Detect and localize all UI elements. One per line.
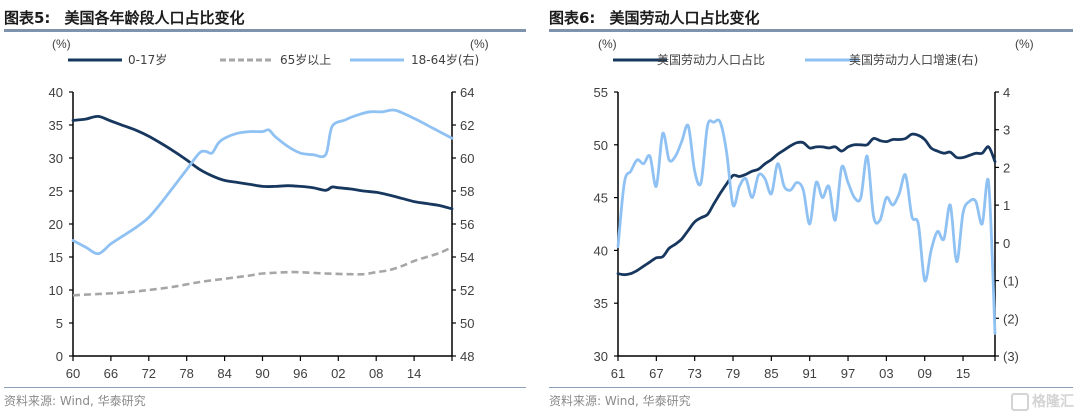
right-y-tick-label: 50 [460, 316, 474, 331]
x-tick-label: 67 [649, 366, 663, 381]
right-y-tick-label: 64 [460, 85, 474, 100]
left-y-tick-label: 35 [594, 296, 608, 311]
left-y-tick-label: 25 [49, 184, 63, 199]
series-line [71, 108, 454, 256]
x-tick-label: 85 [764, 366, 778, 381]
left-y-tick-label: 40 [594, 243, 608, 258]
left-axis-unit: (%) [52, 37, 71, 51]
right-axis-unit: (%) [470, 37, 489, 51]
left-y-tick-label: 30 [594, 349, 608, 364]
x-tick-label: 15 [956, 366, 970, 381]
title-divider [549, 29, 1073, 32]
left-y-tick-label: 30 [49, 151, 63, 166]
x-tick-label: 97 [841, 366, 855, 381]
left-y-tick-label: 35 [49, 118, 63, 133]
x-tick-label: 03 [879, 366, 893, 381]
x-tick-label: 96 [293, 366, 307, 381]
x-tick-label: 61 [611, 366, 625, 381]
left-y-tick-label: 55 [594, 85, 608, 100]
right-y-tick-label: (3) [1003, 349, 1019, 364]
x-tick-label: 84 [217, 366, 231, 381]
series-line [71, 114, 454, 211]
chart-title-text: 美国各年龄段人口占比变化 [64, 9, 245, 27]
x-tick-label: 08 [369, 366, 383, 381]
line-chart-age-share: (%) (%) 0-17岁 65岁以上 18-64岁(右) 0 5 10 15 20 25 30 35 4… [49, 37, 489, 381]
right-y-tick-label: 58 [460, 184, 474, 199]
right-y-tick-label: 4 [1003, 85, 1010, 100]
chart-panel-age-share: 图表5: 美国各年龄段人口占比变化 (%) (%) 0-17岁 65岁以上 18-64岁(… [0, 0, 530, 417]
legend-label: 18-64岁(右) [411, 52, 479, 67]
x-tick-label: 09 [917, 366, 931, 381]
legend-label: 美国劳动力人口增速(右) [849, 52, 978, 67]
right-y-tick-label: 62 [460, 118, 474, 133]
chart-title: 图表6: 美国劳动人口占比变化 [549, 7, 759, 28]
x-tick-label: 72 [142, 366, 156, 381]
left-y-tick-label: 50 [594, 138, 608, 153]
line-chart-labor-share: (%) (%)美国劳动力人口占比 美国劳动力人口增速(右)303540455055(… [594, 37, 1034, 381]
right-y-tick-label: 54 [460, 250, 474, 265]
chart-number: 图表5: [4, 9, 51, 27]
chart-title: 图表5: 美国各年龄段人口占比变化 [4, 7, 244, 28]
left-y-tick-label: 5 [56, 316, 63, 331]
right-y-tick-label: 48 [460, 349, 474, 364]
logo-icon [1011, 393, 1029, 411]
x-tick-label: 79 [726, 366, 740, 381]
legend-label: 0-17岁 [128, 52, 167, 67]
legend-label: 美国劳动力人口占比 [657, 52, 765, 67]
watermark-logo: 格隆汇 [1011, 391, 1074, 411]
series-line [616, 132, 997, 277]
series-line [72, 245, 453, 297]
right-y-tick-label: 1 [1003, 198, 1010, 213]
x-tick-label: 73 [687, 366, 701, 381]
right-y-tick-label: (2) [1003, 311, 1019, 326]
left-y-tick-label: 45 [594, 191, 608, 206]
x-tick-label: 60 [66, 366, 80, 381]
chart-number: 图表6: [549, 9, 596, 27]
x-tick-label: 78 [179, 366, 193, 381]
title-divider [4, 29, 526, 32]
left-y-tick-label: 20 [49, 217, 63, 232]
right-y-tick-label: 2 [1003, 160, 1010, 175]
right-y-tick-label: 0 [1003, 236, 1010, 251]
chart-title-text: 美国劳动人口占比变化 [609, 9, 760, 27]
left-y-tick-label: 0 [56, 349, 63, 364]
right-y-tick-label: 3 [1003, 123, 1010, 138]
source-note: 资料来源: Wind, 华泰研究 [549, 394, 691, 408]
right-y-tick-label: 52 [460, 283, 474, 298]
left-y-tick-label: 10 [49, 283, 63, 298]
x-tick-label: 91 [802, 366, 816, 381]
source-note: 资料来源: Wind, 华泰研究 [4, 394, 146, 408]
x-tick-label: 90 [255, 366, 269, 381]
x-tick-label: 02 [331, 366, 345, 381]
right-axis-unit: (%) [1015, 37, 1034, 51]
left-y-tick-label: 15 [49, 250, 63, 265]
watermark-text: 格隆汇 [1032, 394, 1074, 410]
right-y-tick-label: 56 [460, 217, 474, 232]
x-tick-label: 14 [407, 366, 421, 381]
x-tick-label: 66 [104, 366, 118, 381]
right-y-tick-label: (1) [1003, 274, 1019, 289]
legend-label: 65岁以上 [280, 52, 331, 67]
series-line [616, 118, 997, 335]
left-axis-unit: (%) [598, 37, 617, 51]
footer-divider [549, 387, 1073, 388]
right-y-tick-label: 60 [460, 151, 474, 166]
footer-divider [4, 387, 526, 388]
left-y-tick-label: 40 [49, 85, 63, 100]
chart-panel-labor-share: 图表6: 美国劳动人口占比变化 (%) (%) 美国劳动力人口占比 美国劳动力人口增速(… [545, 0, 1080, 417]
